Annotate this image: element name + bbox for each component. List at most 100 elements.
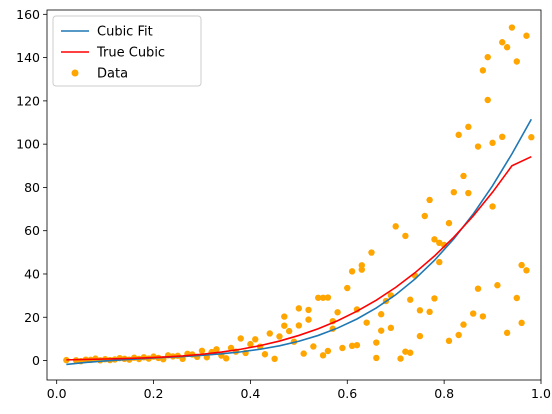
data-point bbox=[63, 356, 70, 364]
data-point bbox=[440, 241, 448, 249]
data-point bbox=[460, 321, 467, 328]
data-point bbox=[426, 196, 433, 204]
data-point bbox=[426, 308, 433, 316]
data-point bbox=[295, 305, 303, 312]
data-point bbox=[465, 189, 472, 197]
data-point bbox=[518, 319, 525, 327]
data-point bbox=[281, 313, 288, 320]
data-point bbox=[252, 336, 259, 343]
data-point bbox=[474, 285, 482, 292]
data-point bbox=[315, 294, 322, 301]
x-tick-label: 0.6 bbox=[337, 386, 357, 401]
data-point bbox=[348, 342, 356, 350]
data-point bbox=[499, 39, 506, 46]
data-point bbox=[421, 212, 428, 220]
data-point bbox=[518, 261, 525, 269]
data-point bbox=[198, 347, 206, 354]
data-point bbox=[445, 219, 453, 227]
x-tick-label: 0.4 bbox=[240, 386, 260, 401]
data-point bbox=[310, 343, 317, 350]
plot-frame bbox=[46, 9, 542, 381]
data-point bbox=[445, 337, 453, 345]
data-point bbox=[392, 223, 399, 230]
x-tick-label: 0.2 bbox=[144, 386, 164, 401]
true-cubic-line bbox=[66, 155, 532, 361]
data-point bbox=[223, 355, 230, 362]
data-point bbox=[344, 284, 351, 292]
data-point bbox=[465, 123, 472, 131]
data-point bbox=[305, 306, 312, 314]
legend-label-true-cubic: True Cubic bbox=[96, 46, 165, 61]
data-point bbox=[285, 327, 293, 335]
data-point bbox=[436, 258, 443, 266]
data-point bbox=[353, 341, 361, 349]
data-point bbox=[479, 313, 487, 320]
data-point bbox=[484, 96, 491, 104]
data-point bbox=[247, 340, 254, 348]
data-point bbox=[305, 316, 312, 323]
data-point bbox=[300, 350, 307, 357]
data-point bbox=[503, 329, 511, 337]
y-tick-label: 140 bbox=[16, 50, 40, 65]
data-point bbox=[489, 139, 496, 147]
y-tick-label: 40 bbox=[24, 266, 40, 281]
data-point bbox=[281, 322, 288, 329]
y-tick-label: 120 bbox=[16, 93, 40, 108]
legend-box bbox=[52, 15, 202, 87]
axis-layer: 0.0 0.2 0.4 0.6 0.8 1.0 0 20 40 60 80 100 120 140 160 bbox=[16, 7, 551, 401]
data-point bbox=[373, 354, 380, 362]
data-point bbox=[407, 349, 414, 356]
data-point bbox=[450, 188, 458, 196]
legend-label-data: Data bbox=[97, 67, 128, 82]
data-point bbox=[295, 322, 303, 329]
data-layer bbox=[63, 24, 535, 366]
x-tick-label: 0.0 bbox=[47, 386, 67, 401]
data-point bbox=[213, 346, 220, 353]
data-point bbox=[523, 32, 530, 39]
data-point bbox=[373, 339, 380, 346]
data-point bbox=[363, 319, 370, 326]
data-point bbox=[431, 295, 438, 302]
data-point bbox=[489, 203, 496, 210]
data-point bbox=[368, 249, 375, 256]
data-point bbox=[416, 332, 424, 340]
data-point bbox=[227, 344, 235, 352]
data-point bbox=[334, 309, 341, 316]
data-point bbox=[397, 355, 404, 362]
data-point bbox=[339, 344, 346, 352]
data-point bbox=[377, 311, 385, 318]
data-point bbox=[494, 282, 501, 289]
data-point bbox=[387, 324, 395, 332]
y-tick-label: 20 bbox=[24, 310, 40, 325]
data-point bbox=[523, 267, 530, 274]
data-point bbox=[513, 58, 520, 65]
data-point bbox=[455, 131, 462, 139]
legend-label-cubic-fit: Cubic Fit bbox=[97, 25, 153, 40]
data-point bbox=[261, 351, 269, 358]
data-point bbox=[479, 67, 487, 74]
y-tick-label: 0 bbox=[32, 353, 40, 368]
data-point bbox=[431, 236, 438, 243]
data-point bbox=[503, 44, 511, 51]
data-point bbox=[358, 266, 365, 273]
data-point bbox=[402, 348, 409, 355]
data-point bbox=[377, 327, 385, 334]
data-point bbox=[266, 330, 273, 337]
legend: Cubic Fit True Cubic Data bbox=[52, 15, 202, 87]
data-point bbox=[324, 294, 332, 301]
data-point bbox=[460, 172, 467, 180]
x-tick-label: 1.0 bbox=[531, 386, 551, 401]
data-point bbox=[513, 294, 520, 302]
data-point bbox=[455, 331, 462, 339]
legend-swatch-data bbox=[71, 69, 79, 77]
x-tick-label: 0.8 bbox=[434, 386, 454, 401]
data-point bbox=[276, 333, 283, 340]
data-point bbox=[436, 239, 443, 247]
data-point bbox=[416, 307, 424, 314]
y-tick-label: 160 bbox=[16, 7, 40, 22]
data-point bbox=[508, 24, 516, 31]
y-tick-label: 60 bbox=[24, 223, 40, 238]
y-tick-label: 100 bbox=[16, 137, 40, 152]
data-point bbox=[324, 347, 332, 355]
